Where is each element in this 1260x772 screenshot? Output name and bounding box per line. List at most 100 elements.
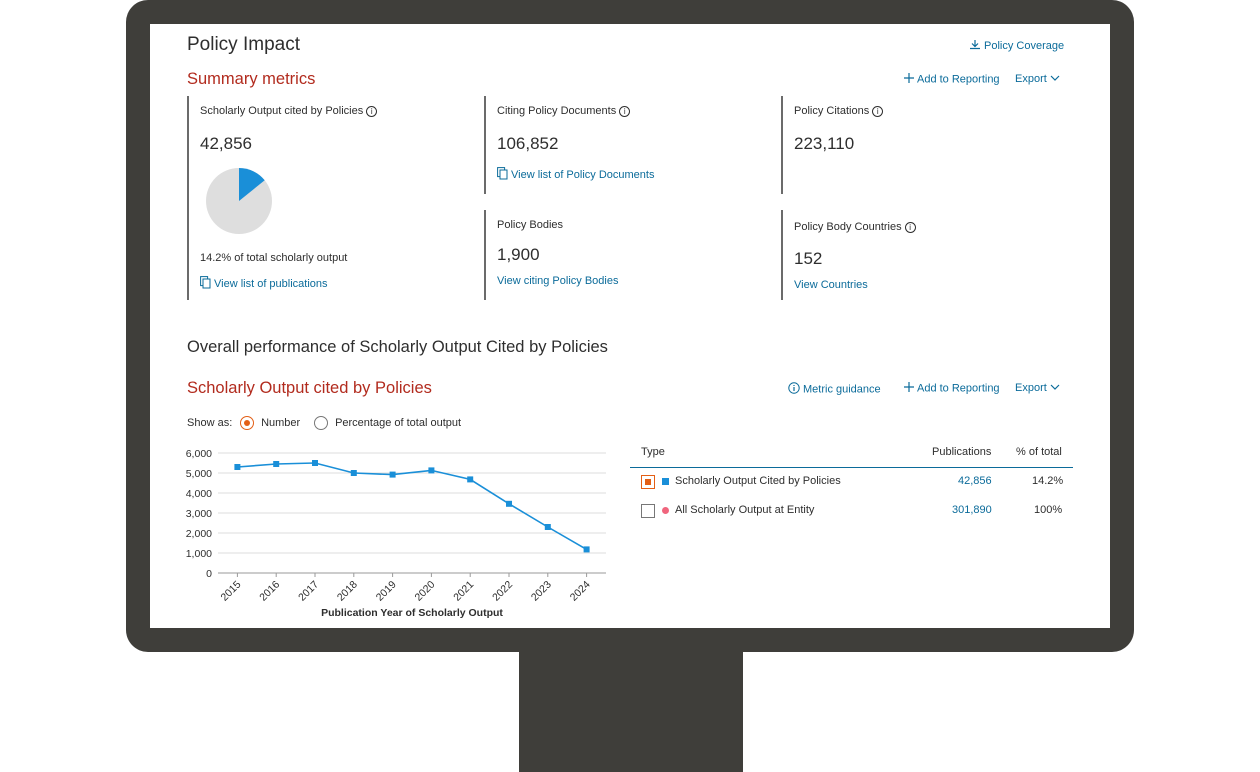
data-point xyxy=(312,460,318,466)
data-point xyxy=(389,471,396,478)
card-divider xyxy=(781,210,783,300)
x-axis-title: Publication Year of Scholarly Output xyxy=(321,607,503,619)
scholarly-share-pie xyxy=(206,168,272,234)
x-tick-label: 2016 xyxy=(257,579,282,604)
y-tick-label: 0 xyxy=(206,568,212,580)
series-line xyxy=(237,462,587,551)
metric-citing-docs-label-text: Citing Policy Documents xyxy=(497,105,617,117)
data-point xyxy=(428,467,435,474)
policy-coverage-link[interactable]: Policy Coverage xyxy=(969,39,1064,53)
y-tick-label: 4,000 xyxy=(186,488,212,500)
metric-bodies-label: Policy Bodies xyxy=(497,219,564,231)
info-icon[interactable]: i xyxy=(619,105,631,117)
chevron-down-icon xyxy=(1050,73,1060,85)
plus-icon xyxy=(904,382,914,395)
x-tick-label: 2017 xyxy=(296,579,321,604)
x-tick-label: 2021 xyxy=(451,579,476,604)
document-list-icon xyxy=(200,276,211,292)
row-publications-link[interactable]: 42,856 xyxy=(958,475,992,487)
plus-icon xyxy=(904,73,914,86)
view-countries-link[interactable]: View Countries xyxy=(794,279,868,291)
export-label: Export xyxy=(1015,73,1047,85)
pie-share-slice xyxy=(239,168,265,201)
view-publications-label: View list of publications xyxy=(214,277,328,290)
y-tick-label: 5,000 xyxy=(186,468,212,480)
table-header-pct: % of total xyxy=(1016,446,1062,458)
metric-guidance-link[interactable]: Metric guidance xyxy=(788,382,881,397)
info-icon xyxy=(788,382,800,397)
data-point xyxy=(544,524,551,530)
series-circle-marker xyxy=(662,507,669,514)
monitor-stand xyxy=(519,650,743,772)
row-pct: 14.2% xyxy=(1032,475,1064,487)
view-publications-link[interactable]: View list of publications xyxy=(200,276,328,292)
row-pct: 100% xyxy=(1034,504,1063,516)
page-title: Policy Impact xyxy=(187,34,300,55)
line-chart: 0 1,000 2,000 3,000 4,000 5,000 6,000 2015 2016 2… xyxy=(186,448,606,619)
metric-citing-docs-value: 106,852 xyxy=(497,134,559,153)
table-header-divider xyxy=(630,467,1073,468)
metric-countries-value: 152 xyxy=(794,249,823,268)
chart-section-title: Scholarly Output cited by Policies xyxy=(187,379,432,397)
data-point xyxy=(506,500,512,507)
card-divider xyxy=(781,96,783,194)
view-policy-documents-link[interactable]: View list of Policy Documents xyxy=(497,167,654,183)
radio-number[interactable]: Number xyxy=(240,416,300,430)
x-tick-label: 2015 xyxy=(219,579,244,604)
summary-title: Summary metrics xyxy=(187,70,316,88)
metric-countries-label: Policy Body Countries i xyxy=(794,221,916,233)
metric-scholarly-label: Scholarly Output cited by Policies i xyxy=(200,105,378,117)
metric-bodies-value: 1,900 xyxy=(497,245,540,264)
screen: Policy Impact Policy Coverage Summary me… xyxy=(150,24,1110,628)
data-point xyxy=(583,546,590,553)
policy-coverage-label: Policy Coverage xyxy=(984,39,1065,52)
data-point xyxy=(467,476,474,483)
metric-scholarly-label-text: Scholarly Output cited by Policies xyxy=(200,105,364,117)
add-to-reporting-button-2[interactable]: Add to Reporting xyxy=(904,382,1000,395)
card-divider xyxy=(187,96,189,300)
x-tick-label: 2019 xyxy=(374,579,399,604)
export-button-2[interactable]: Export xyxy=(1015,382,1063,394)
add-to-reporting-label: Add to Reporting xyxy=(917,73,1000,86)
y-tick-label: 2,000 xyxy=(186,528,212,540)
info-icon[interactable]: i xyxy=(872,105,884,117)
data-point xyxy=(273,461,280,467)
metric-scholarly-share: 14.2% of total scholarly output xyxy=(200,252,348,264)
x-tick-label: 2023 xyxy=(529,579,554,604)
export-button[interactable]: Export xyxy=(1015,73,1063,85)
y-tick-label: 6,000 xyxy=(186,448,212,460)
add-to-reporting-label: Add to Reporting xyxy=(917,382,1000,395)
show-as-label: Show as: xyxy=(187,417,233,429)
y-tick-label: 1,000 xyxy=(186,548,212,560)
row-type: Scholarly Output Cited by Policies xyxy=(675,475,841,487)
document-list-icon xyxy=(497,167,508,183)
metric-citations-label: Policy Citations i xyxy=(794,105,884,117)
x-tick-label: 2022 xyxy=(490,579,515,604)
table-header-type: Type xyxy=(641,446,665,458)
radio-number-control[interactable] xyxy=(240,416,254,430)
metric-guidance-label: Metric guidance xyxy=(803,383,881,396)
radio-percentage[interactable]: Percentage of total output xyxy=(314,416,461,430)
card-divider xyxy=(484,96,486,194)
info-icon[interactable]: i xyxy=(904,221,916,233)
series-square-marker xyxy=(662,478,669,485)
metric-countries-label-text: Policy Body Countries xyxy=(794,221,902,233)
x-tick-label: 2018 xyxy=(335,579,360,604)
table-header-publications: Publications xyxy=(932,446,992,458)
view-policy-documents-label: View list of Policy Documents xyxy=(511,168,655,181)
metric-citing-docs-label: Citing Policy Documents i xyxy=(497,105,631,117)
view-policy-bodies-link[interactable]: View citing Policy Bodies xyxy=(497,275,619,287)
radio-number-label: Number xyxy=(261,416,301,429)
row-publications-link[interactable]: 301,890 xyxy=(952,504,992,516)
performance-title: Overall performance of Scholarly Output … xyxy=(187,338,608,356)
export-label: Export xyxy=(1015,382,1047,394)
row-checkbox[interactable] xyxy=(641,475,655,489)
row-type: All Scholarly Output at Entity xyxy=(675,504,815,516)
add-to-reporting-button[interactable]: Add to Reporting xyxy=(904,73,1000,86)
info-icon[interactable]: i xyxy=(366,105,378,117)
download-icon xyxy=(969,39,981,53)
metric-citations-label-text: Policy Citations xyxy=(794,105,870,117)
radio-percentage-control[interactable] xyxy=(314,416,328,430)
row-checkbox[interactable] xyxy=(641,504,655,518)
x-tick-label: 2020 xyxy=(413,579,438,604)
